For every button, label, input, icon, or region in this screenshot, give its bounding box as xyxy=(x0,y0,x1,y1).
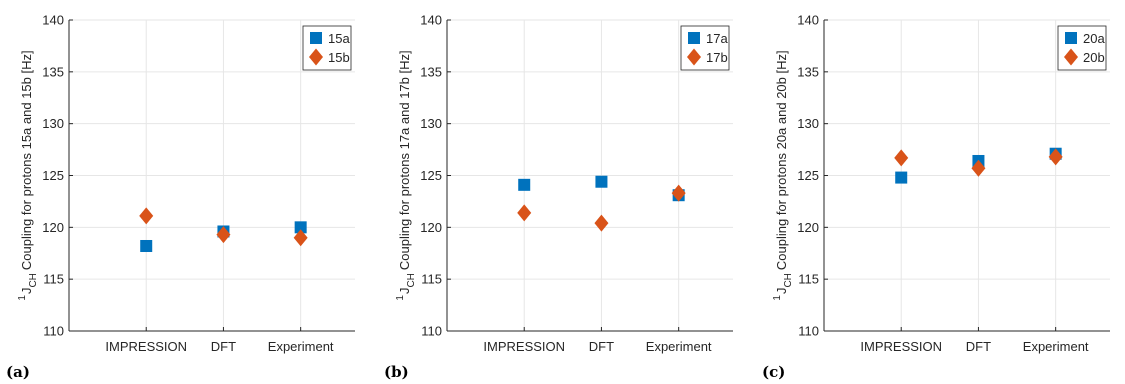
x-tick-label: Experiment xyxy=(646,339,712,354)
data-point-15b-impression xyxy=(139,207,154,225)
legend-label-20a: 20a xyxy=(1083,31,1105,46)
y-axis-label-subscript: CH xyxy=(28,273,39,287)
y-tick-label: 140 xyxy=(420,13,442,28)
legend-marker-20b xyxy=(1064,48,1078,66)
x-tick-label: DFT xyxy=(211,339,236,354)
data-point-17b-impression xyxy=(517,204,532,222)
y-tick-label: 125 xyxy=(797,168,819,183)
y-axis-label-text: Coupling for protons 15a and 15b [Hz] xyxy=(19,50,34,270)
legend-marker-17a xyxy=(688,32,700,44)
x-tick-label: IMPRESSION xyxy=(860,339,942,354)
y-axis-label-j: J xyxy=(774,288,789,295)
y-tick-label: 130 xyxy=(42,116,64,131)
panel-label-c: (c) xyxy=(762,363,786,381)
x-tick-label: IMPRESSION xyxy=(105,339,187,354)
panel-label-b: (b) xyxy=(384,363,409,381)
y-tick-label: 135 xyxy=(797,64,819,79)
chart-panel-1: 110 115 120 125 130 135 140 IMPRESSION DFT Experi… xyxy=(17,13,355,354)
legend-marker-15a xyxy=(310,32,322,44)
chart-panel-3: 110 115 120 125 130 135 140 IMPRESSION DFT Experi… xyxy=(772,13,1110,354)
data-point-17b-experiment xyxy=(671,184,686,202)
legend-label-17b: 17b xyxy=(706,50,728,65)
data-point-15a-impression xyxy=(140,239,153,252)
data-point-15b-dft xyxy=(216,226,231,244)
x-tick-label: Experiment xyxy=(1023,339,1089,354)
y-tick-label: 135 xyxy=(42,64,64,79)
legend-marker-20a xyxy=(1065,32,1077,44)
y-axis-label-superscript: 1 xyxy=(17,295,28,301)
legend-marker-15b xyxy=(309,48,323,66)
panel-label-a: (a) xyxy=(6,363,30,381)
data-point-17a-impression xyxy=(518,178,531,191)
data-point-20a-impression xyxy=(895,171,908,184)
x-tick-label: DFT xyxy=(589,339,614,354)
data-point-17a-dft xyxy=(595,175,608,188)
data-point-20b-dft xyxy=(971,159,986,177)
y-axis-label: 1JCH Coupling for protons 15a and 15b [Hz… xyxy=(17,50,39,300)
y-axis-label-text: Coupling for protons 17a and 17b [Hz] xyxy=(397,50,412,270)
y-tick-label: 120 xyxy=(420,220,442,235)
data-point-17b-dft xyxy=(594,214,609,232)
legend-label-20b: 20b xyxy=(1083,50,1105,65)
y-tick-label: 110 xyxy=(421,324,442,339)
y-tick-label: 135 xyxy=(420,64,442,79)
y-tick-label: 115 xyxy=(43,272,64,287)
chart-panel-2: 110 115 120 125 130 135 140 IMPRESSION DFT Experi… xyxy=(395,13,733,354)
y-axis-label: 1JCH Coupling for protons 20a and 20b [Hz… xyxy=(772,50,794,300)
y-axis-label-j: J xyxy=(397,288,412,295)
y-axis-label-superscript: 1 xyxy=(395,295,406,301)
y-tick-label: 115 xyxy=(798,272,819,287)
data-point-20b-experiment xyxy=(1048,148,1063,166)
y-axis-label-j: J xyxy=(19,288,34,295)
y-axis-label-superscript: 1 xyxy=(772,295,783,301)
y-tick-label: 130 xyxy=(420,116,442,131)
y-tick-label: 120 xyxy=(42,220,64,235)
x-tick-label: Experiment xyxy=(268,339,334,354)
data-point-20b-impression xyxy=(894,149,909,167)
y-tick-label: 110 xyxy=(798,324,819,339)
y-tick-label: 130 xyxy=(797,116,819,131)
data-point-15a-experiment xyxy=(294,221,307,234)
y-axis-label: 1JCH Coupling for protons 17a and 17b [Hz… xyxy=(395,50,417,300)
x-tick-label: IMPRESSION xyxy=(483,339,565,354)
y-axis-label-subscript: CH xyxy=(783,273,794,287)
x-tick-label: DFT xyxy=(966,339,991,354)
y-axis-label-text: Coupling for protons 20a and 20b [Hz] xyxy=(774,50,789,270)
legend-label-15a: 15a xyxy=(328,31,350,46)
legend-marker-17b xyxy=(687,48,701,66)
legend-label-15b: 15b xyxy=(328,50,350,65)
legend-label-17a: 17a xyxy=(706,31,728,46)
y-axis-label-subscript: CH xyxy=(406,273,417,287)
y-tick-label: 125 xyxy=(42,168,64,183)
data-point-15b-experiment xyxy=(293,229,308,247)
y-tick-label: 120 xyxy=(797,220,819,235)
y-tick-label: 115 xyxy=(421,272,442,287)
y-tick-label: 140 xyxy=(42,13,64,28)
y-tick-label: 140 xyxy=(797,13,819,28)
y-tick-label: 110 xyxy=(43,324,64,339)
y-tick-label: 125 xyxy=(420,168,442,183)
